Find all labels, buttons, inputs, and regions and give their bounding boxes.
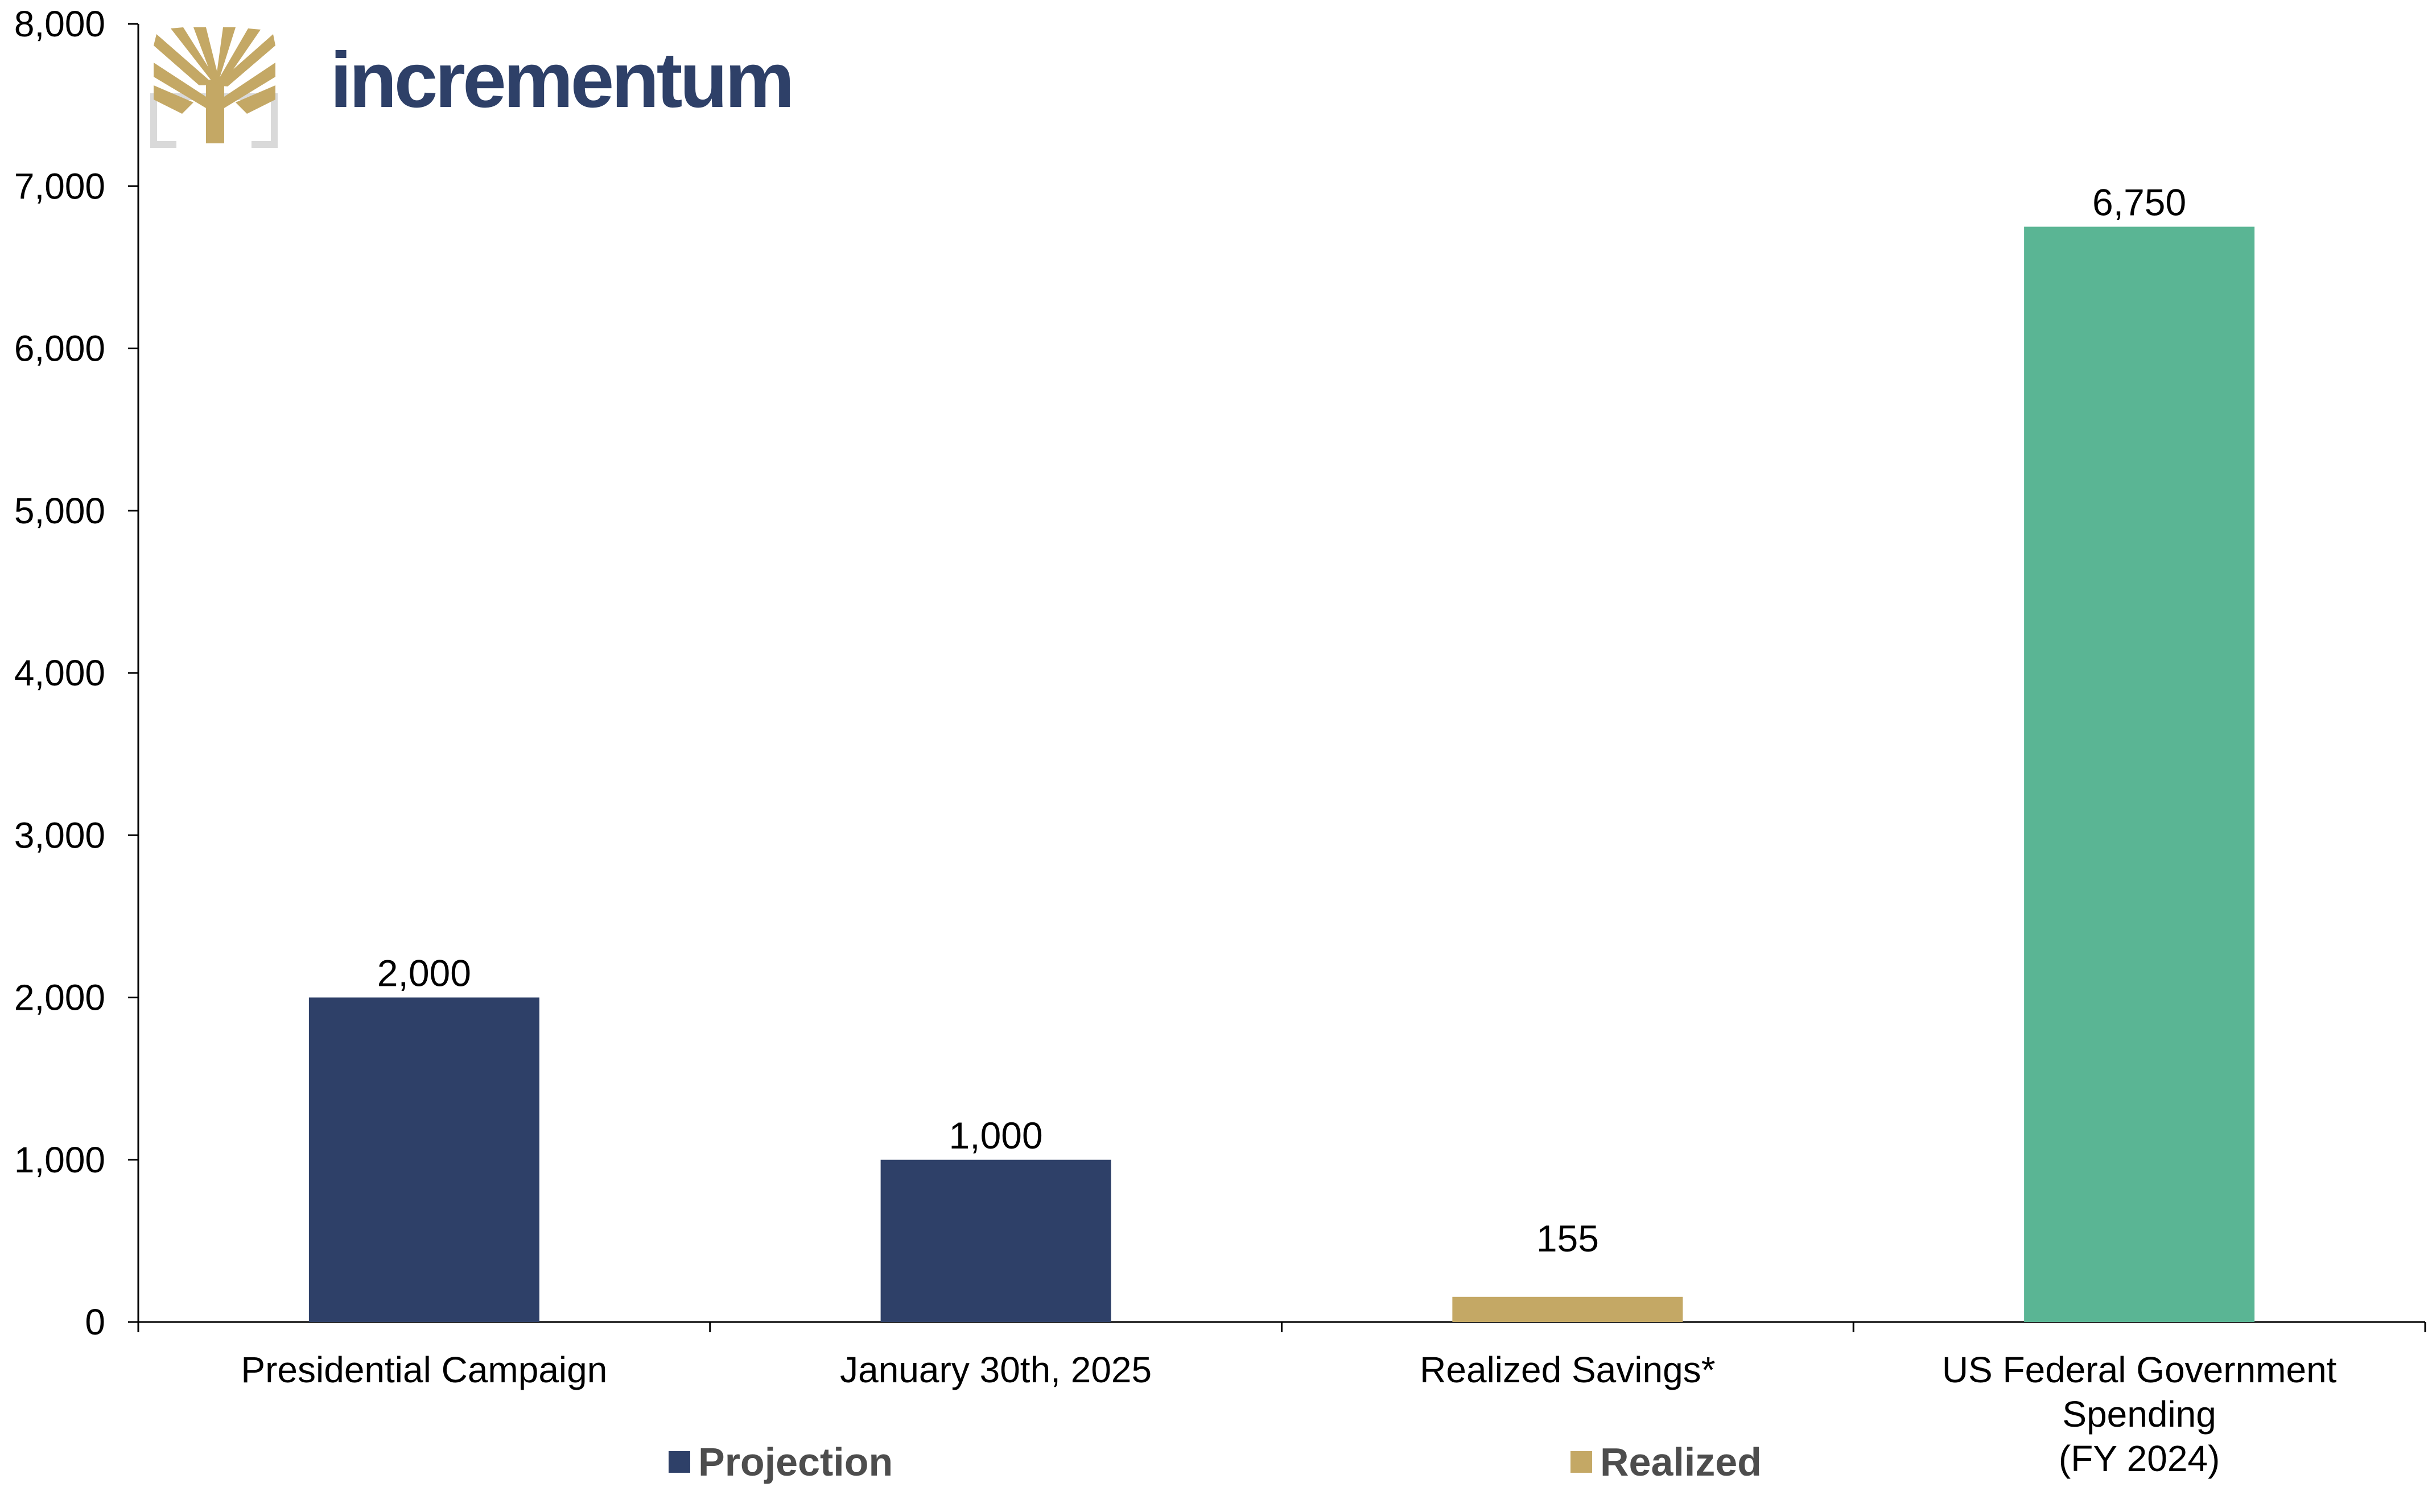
tree-icon xyxy=(150,27,278,150)
y-tick-label: 0 xyxy=(85,1302,105,1342)
x-tick-label: Presidential Campaign xyxy=(241,1349,607,1390)
y-tick-label: 8,000 xyxy=(14,3,105,44)
y-tick-label: 2,000 xyxy=(14,977,105,1018)
y-tick-label: 5,000 xyxy=(14,490,105,531)
legend-swatch-projection xyxy=(669,1451,690,1473)
legend-item-realized: Realized xyxy=(1570,1439,1762,1485)
data-label: 6,750 xyxy=(2092,181,2186,224)
x-tick-label: Realized Savings* xyxy=(1420,1349,1715,1390)
data-label: 155 xyxy=(1536,1217,1599,1259)
y-tick-label: 4,000 xyxy=(14,652,105,693)
bar xyxy=(880,1159,1111,1322)
y-tick-label: 3,000 xyxy=(14,815,105,856)
legend-label-projection: Projection xyxy=(698,1440,893,1484)
legend-swatch-realized xyxy=(1570,1451,1592,1473)
bar xyxy=(1452,1296,1683,1322)
bar xyxy=(2024,226,2255,1322)
brand-wordmark: incrementum xyxy=(330,36,795,124)
bar xyxy=(308,997,539,1322)
y-tick-label: 7,000 xyxy=(14,166,105,206)
y-tick-label: 6,000 xyxy=(14,328,105,369)
x-tick-label: US Federal Government Spending (FY 2024) xyxy=(1942,1349,2337,1479)
data-label: 2,000 xyxy=(377,952,471,994)
data-label: 1,000 xyxy=(949,1114,1043,1156)
x-tick-label: January 30th, 2025 xyxy=(840,1349,1152,1390)
y-tick-label: 1,000 xyxy=(14,1139,105,1180)
legend-item-projection: Projection xyxy=(669,1439,893,1485)
legend-label-realized: Realized xyxy=(1600,1440,1762,1484)
